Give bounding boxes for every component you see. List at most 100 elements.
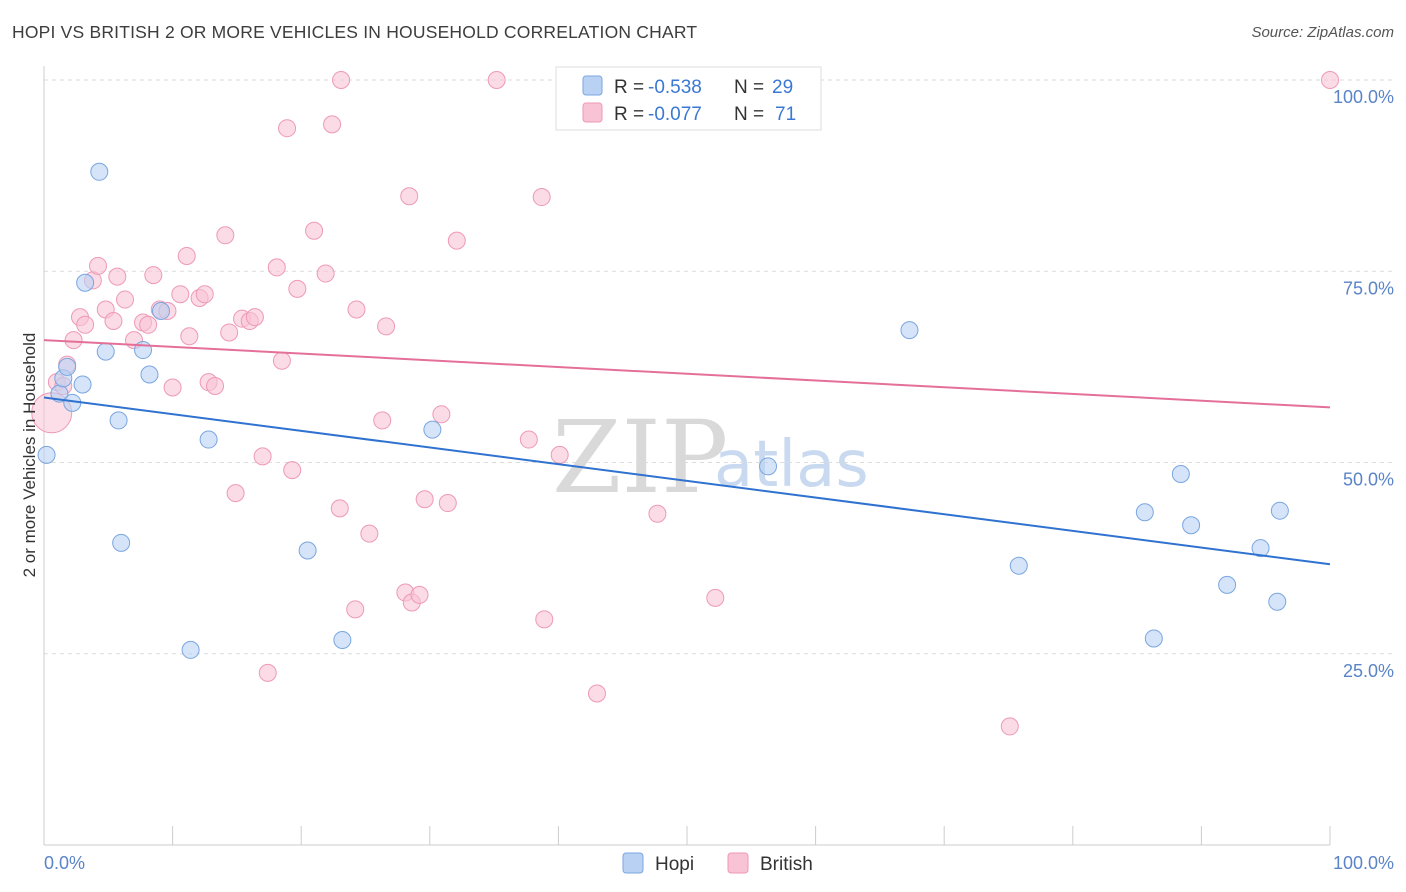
y-axis-title: 2 or more Vehicles in Household — [20, 333, 39, 578]
british-point-67 — [1000, 717, 1019, 736]
british-point-38 — [283, 461, 302, 480]
hopi-point-3 — [58, 357, 77, 376]
british-point-12 — [116, 290, 135, 309]
watermark-zip: ZIP — [552, 399, 728, 516]
y-tick-label-50: 50.0% — [1343, 470, 1394, 490]
british-point-8 — [89, 256, 108, 275]
y-tick-label-75: 75.0% — [1343, 278, 1394, 298]
legend-british-r-value: -0.077 — [648, 104, 702, 125]
hopi-point-18 — [423, 420, 442, 439]
x-tick-label-100: 100.0% — [1333, 853, 1394, 873]
british-point-46 — [347, 300, 366, 319]
y-tick-label-100: 100.0% — [1333, 87, 1394, 107]
british-point-54 — [415, 490, 434, 509]
british-point-19 — [163, 378, 182, 397]
british-point-43 — [330, 499, 349, 518]
watermark-atlas: atlas — [714, 428, 869, 502]
bottom-legend-british-label: British — [760, 854, 813, 875]
hopi-point-7 — [90, 162, 109, 181]
british-point-26 — [206, 377, 225, 395]
british-point-35 — [267, 258, 286, 277]
british-point-41 — [316, 264, 335, 283]
legend-hopi-n-value: 29 — [772, 77, 793, 98]
bottom-legend-hopi-label: Hopi — [655, 854, 694, 875]
hopi-point-24 — [1171, 464, 1190, 483]
legend-british-n-value: 71 — [775, 104, 796, 125]
bottom-legend-british-swatch — [727, 852, 749, 874]
british-point-16 — [144, 266, 163, 285]
british-point-53 — [410, 585, 429, 604]
british-point-58 — [487, 71, 506, 89]
british-point-55 — [432, 405, 451, 424]
legend-british-r-label: R = — [614, 104, 644, 125]
british-point-62 — [550, 445, 569, 464]
hopi-point-21 — [1009, 556, 1028, 575]
british-point-29 — [226, 484, 245, 503]
y-tick-labels: 25.0% 50.0% 75.0% 100.0% — [1333, 87, 1394, 681]
british-point-10 — [104, 311, 123, 330]
british-point-36 — [272, 351, 291, 370]
hopi-point-27 — [1251, 539, 1270, 558]
y-tick-label-25: 25.0% — [1343, 661, 1394, 681]
hopi-point-13 — [152, 302, 171, 321]
legend-hopi-r-value: -0.538 — [648, 77, 702, 98]
british-point-33 — [253, 447, 272, 466]
hopi-point-0 — [37, 445, 56, 464]
british-point-40 — [305, 221, 324, 240]
british-point-66 — [706, 588, 725, 607]
hopi-point-14 — [181, 640, 200, 659]
british-point-68 — [1321, 71, 1339, 89]
british-point-28 — [220, 323, 239, 342]
legend-british-swatch — [582, 102, 603, 123]
legend-hopi-n-label: N = — [734, 77, 764, 98]
hopi-point-22 — [1135, 503, 1154, 522]
legend-hopi-swatch — [582, 75, 603, 96]
british-point-21 — [177, 246, 196, 265]
british-point-51 — [400, 187, 419, 206]
hopi-point-20 — [900, 321, 919, 340]
british-point-61 — [535, 610, 554, 629]
british-point-37 — [278, 119, 297, 138]
gridlines — [44, 79, 1394, 655]
legend-british-n-label: N = — [734, 104, 764, 125]
british-point-42 — [323, 115, 342, 134]
british-trend-line — [43, 339, 1331, 409]
hopi-point-16 — [298, 541, 317, 560]
hopi-point-17 — [333, 630, 352, 649]
british-point-22 — [180, 327, 199, 346]
hopi-point-19 — [759, 457, 778, 476]
hopi-point-28 — [1268, 592, 1287, 611]
british-point-57 — [447, 231, 466, 250]
british-point-45 — [346, 600, 365, 619]
hopi-point-26 — [1218, 575, 1237, 594]
british-point-39 — [288, 279, 307, 298]
british-point-49 — [377, 317, 396, 336]
bottom-legend: Hopi British — [622, 852, 813, 875]
source-label: Source: ZipAtlas.com — [1251, 24, 1394, 41]
british-point-48 — [373, 411, 392, 430]
british-point-64 — [648, 504, 667, 523]
british-point-32 — [245, 308, 264, 327]
hopi-trend-line — [43, 396, 1331, 566]
hopi-point-23 — [1144, 629, 1163, 648]
british-point-15 — [139, 315, 158, 334]
hopi-point-15 — [199, 430, 218, 449]
hopi-point-5 — [73, 375, 92, 394]
hopi-point-25 — [1182, 516, 1201, 535]
hopi-point-29 — [1270, 501, 1289, 520]
british-point-6 — [76, 315, 95, 334]
british-point-60 — [532, 188, 551, 207]
british-point-59 — [519, 430, 538, 449]
british-point-47 — [360, 524, 379, 543]
legend-hopi-r-label: R = — [614, 77, 644, 98]
bottom-legend-hopi-swatch — [622, 852, 644, 874]
hopi-point-8 — [96, 342, 115, 361]
british-point-34 — [258, 663, 277, 682]
chart-title: HOPI VS BRITISH 2 OR MORE VEHICLES IN HO… — [12, 22, 698, 42]
hopi-point-10 — [112, 533, 131, 552]
hopi-point-9 — [109, 411, 128, 430]
trend-lines — [43, 339, 1331, 566]
british-point-24 — [195, 285, 214, 304]
british-point-56 — [438, 494, 457, 513]
